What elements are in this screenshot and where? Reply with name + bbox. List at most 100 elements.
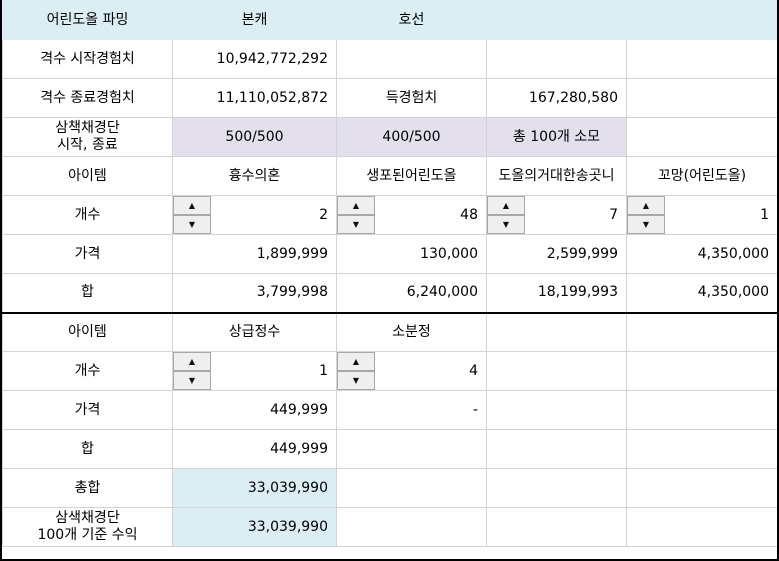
empty-cell[interactable] xyxy=(336,429,487,469)
item-count-cell[interactable]: ▲ ▼ 7 xyxy=(486,195,627,235)
total-value[interactable]: 33,039,990 xyxy=(172,468,337,508)
header-title[interactable]: 어린도올 파밍 xyxy=(2,0,173,40)
item-price[interactable]: - xyxy=(336,390,487,430)
empty-cell[interactable] xyxy=(626,390,777,430)
spin-down-button[interactable]: ▼ xyxy=(487,215,525,234)
items2-price-row: 가격 449,999 - xyxy=(2,390,777,430)
item-count-spinner[interactable]: ▲ ▼ xyxy=(627,196,665,234)
empty-cell[interactable] xyxy=(336,468,487,508)
empty-cell[interactable] xyxy=(626,507,777,547)
triangle-up-icon: ▲ xyxy=(188,200,196,210)
items2-count-label[interactable]: 개수 xyxy=(2,351,173,391)
spin-up-button[interactable]: ▲ xyxy=(173,196,211,215)
triangle-down-icon: ▼ xyxy=(188,219,196,229)
header-empty-cell[interactable] xyxy=(486,0,627,40)
samsaek-used[interactable]: 총 100개 소모 xyxy=(486,117,627,157)
header-empty-cell[interactable] xyxy=(626,0,777,40)
spin-down-button[interactable]: ▼ xyxy=(337,215,375,234)
samsaek-label-line2: 시작, 종료 xyxy=(57,137,118,153)
spin-down-button[interactable]: ▼ xyxy=(173,371,211,390)
item-count-spinner[interactable]: ▲ ▼ xyxy=(337,196,375,234)
empty-cell[interactable] xyxy=(626,429,777,469)
exp-start-label[interactable]: 격수 시작경험치 xyxy=(2,39,173,79)
item-count-cell[interactable]: ▲ ▼ 4 xyxy=(336,351,487,391)
item-sum[interactable]: 449,999 xyxy=(172,429,337,469)
spin-up-button[interactable]: ▲ xyxy=(337,352,375,371)
items1-price-label[interactable]: 가격 xyxy=(2,234,173,274)
samsaek-sub[interactable]: 400/500 xyxy=(336,117,487,157)
item-count-cell[interactable]: ▲ ▼ 1 xyxy=(626,195,777,235)
item-sum[interactable]: 18,199,993 xyxy=(486,273,627,314)
empty-cell[interactable] xyxy=(486,312,627,352)
items1-header-label[interactable]: 아이템 xyxy=(2,156,173,196)
item-count-spinner[interactable]: ▲ ▼ xyxy=(173,196,211,234)
item-name[interactable]: 소분정 xyxy=(336,312,487,352)
item-count-spinner[interactable]: ▲ ▼ xyxy=(173,352,211,390)
item-count-cell[interactable]: ▲ ▼ 2 xyxy=(172,195,337,235)
item-name[interactable]: 상급정수 xyxy=(172,312,337,352)
item-price[interactable]: 449,999 xyxy=(172,390,337,430)
exp-end-value[interactable]: 11,110,052,872 xyxy=(172,78,337,118)
spin-up-button[interactable]: ▲ xyxy=(173,352,211,371)
spin-down-button[interactable]: ▼ xyxy=(173,215,211,234)
items2-header-label[interactable]: 아이템 xyxy=(2,312,173,352)
triangle-down-icon: ▼ xyxy=(352,375,360,385)
item-price[interactable]: 4,350,000 xyxy=(626,234,777,274)
triangle-down-icon: ▼ xyxy=(642,219,650,229)
item-price[interactable]: 130,000 xyxy=(336,234,487,274)
profit-row: 삼색채경단 100개 기준 수익 33,039,990 xyxy=(2,507,777,547)
exp-gain-value[interactable]: 167,280,580 xyxy=(486,78,627,118)
triangle-down-icon: ▼ xyxy=(352,219,360,229)
profit-label-line2: 100개 기준 수익 xyxy=(37,527,138,543)
empty-cell[interactable] xyxy=(486,390,627,430)
item-name[interactable]: 흉수의혼 xyxy=(172,156,337,196)
empty-cell[interactable] xyxy=(626,39,777,79)
empty-cell[interactable] xyxy=(486,351,627,391)
item-sum[interactable]: 4,350,000 xyxy=(626,273,777,314)
empty-cell[interactable] xyxy=(626,117,777,157)
item-count-cell[interactable]: ▲ ▼ 1 xyxy=(172,351,337,391)
item-count-spinner[interactable]: ▲ ▼ xyxy=(337,352,375,390)
item-count-cell[interactable]: ▲ ▼ 48 xyxy=(336,195,487,235)
empty-cell[interactable] xyxy=(486,429,627,469)
empty-cell[interactable] xyxy=(626,468,777,508)
items1-sum-label[interactable]: 합 xyxy=(2,273,173,314)
item-name[interactable]: 꼬망(어린도올) xyxy=(626,156,777,196)
header-col-sub[interactable]: 호선 xyxy=(336,0,487,40)
item-name[interactable]: 도올의거대한송곳니 xyxy=(486,156,627,196)
samsaek-main[interactable]: 500/500 xyxy=(172,117,337,157)
triangle-up-icon: ▲ xyxy=(352,200,360,210)
exp-start-value[interactable]: 10,942,772,292 xyxy=(172,39,337,79)
profit-label[interactable]: 삼색채경단 100개 기준 수익 xyxy=(2,507,173,547)
header-col-main[interactable]: 본캐 xyxy=(172,0,337,40)
empty-cell[interactable] xyxy=(336,39,487,79)
empty-cell[interactable] xyxy=(336,507,487,547)
empty-cell[interactable] xyxy=(486,507,627,547)
item-sum[interactable]: 3,799,998 xyxy=(172,273,337,314)
item-sum[interactable]: 6,240,000 xyxy=(336,273,487,314)
total-label[interactable]: 총합 xyxy=(2,468,173,508)
empty-cell[interactable] xyxy=(486,468,627,508)
empty-cell[interactable] xyxy=(486,39,627,79)
item-price[interactable]: 1,899,999 xyxy=(172,234,337,274)
exp-gain-label[interactable]: 득경험치 xyxy=(336,78,487,118)
items1-count-label[interactable]: 개수 xyxy=(2,195,173,235)
spin-up-button[interactable]: ▲ xyxy=(337,196,375,215)
item-name[interactable]: 생포된어린도올 xyxy=(336,156,487,196)
spin-up-button[interactable]: ▲ xyxy=(487,196,525,215)
empty-cell[interactable] xyxy=(626,312,777,352)
samsaek-label[interactable]: 삼책채경단 시작, 종료 xyxy=(2,117,173,157)
profit-value[interactable]: 33,039,990 xyxy=(172,507,337,547)
item-count-spinner[interactable]: ▲ ▼ xyxy=(487,196,525,234)
exp-end-label[interactable]: 격수 종료경험치 xyxy=(2,78,173,118)
items2-price-label[interactable]: 가격 xyxy=(2,390,173,430)
items1-price-row: 가격 1,899,999 130,000 2,599,999 4,350,000 xyxy=(2,234,777,274)
empty-cell[interactable] xyxy=(626,351,777,391)
item-price[interactable]: 2,599,999 xyxy=(486,234,627,274)
spin-up-button[interactable]: ▲ xyxy=(627,196,665,215)
items2-sum-label[interactable]: 합 xyxy=(2,429,173,469)
spin-down-button[interactable]: ▼ xyxy=(337,371,375,390)
empty-cell[interactable] xyxy=(626,78,777,118)
spin-down-button[interactable]: ▼ xyxy=(627,215,665,234)
